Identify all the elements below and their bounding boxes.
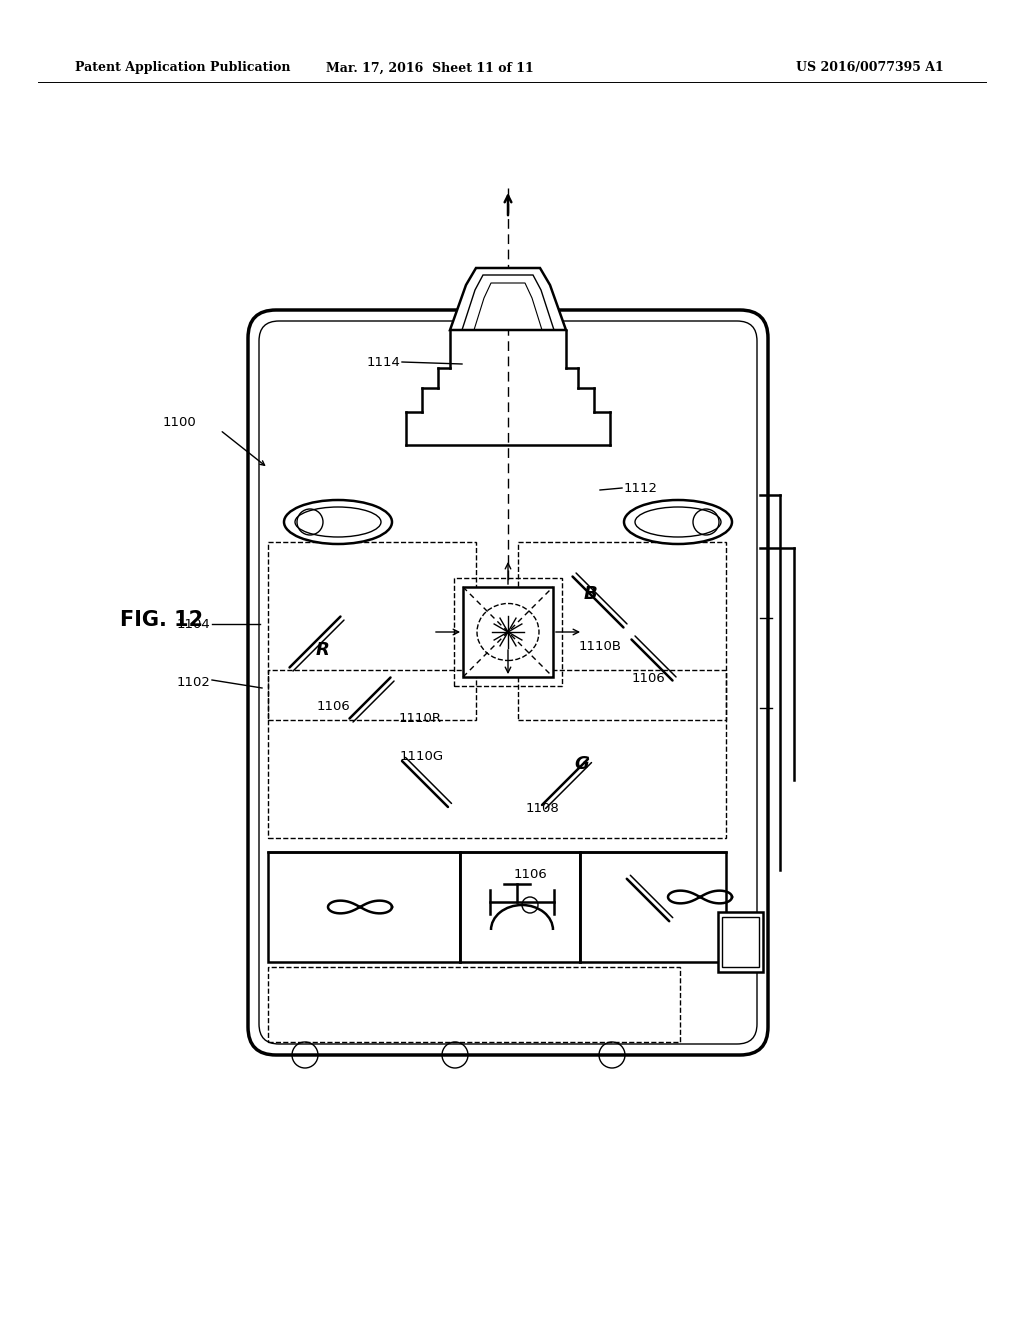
Text: Mar. 17, 2016  Sheet 11 of 11: Mar. 17, 2016 Sheet 11 of 11 xyxy=(326,62,534,74)
Bar xyxy=(718,912,763,972)
Ellipse shape xyxy=(295,507,381,537)
Bar xyxy=(580,851,726,962)
Ellipse shape xyxy=(284,500,392,544)
Text: 1110G: 1110G xyxy=(400,750,444,763)
Text: 1100: 1100 xyxy=(162,416,196,429)
Text: 1104: 1104 xyxy=(176,618,210,631)
Ellipse shape xyxy=(624,500,732,544)
Text: 1112: 1112 xyxy=(624,482,658,495)
Ellipse shape xyxy=(635,507,721,537)
Text: 1114: 1114 xyxy=(367,355,400,368)
Bar xyxy=(268,968,680,1041)
Text: 1102: 1102 xyxy=(176,676,210,689)
Bar xyxy=(268,671,726,838)
Text: R: R xyxy=(316,642,330,659)
Bar xyxy=(460,851,580,962)
Bar xyxy=(518,543,726,719)
Text: 1106: 1106 xyxy=(513,869,547,882)
Text: 1110B: 1110B xyxy=(579,639,622,652)
Bar xyxy=(722,917,759,968)
Text: Patent Application Publication: Patent Application Publication xyxy=(75,62,291,74)
Text: FIG. 12: FIG. 12 xyxy=(121,610,204,630)
Bar xyxy=(268,851,460,962)
Bar xyxy=(454,578,562,686)
Text: 1108: 1108 xyxy=(525,801,559,814)
Bar xyxy=(463,587,553,677)
Text: US 2016/0077395 A1: US 2016/0077395 A1 xyxy=(796,62,944,74)
Text: 1106: 1106 xyxy=(316,700,350,713)
FancyBboxPatch shape xyxy=(248,310,768,1055)
Text: 1106: 1106 xyxy=(631,672,665,685)
Text: 1110R: 1110R xyxy=(398,711,441,725)
Text: B: B xyxy=(583,585,597,603)
Polygon shape xyxy=(450,268,566,330)
Bar xyxy=(268,543,476,719)
Text: G: G xyxy=(574,755,590,774)
